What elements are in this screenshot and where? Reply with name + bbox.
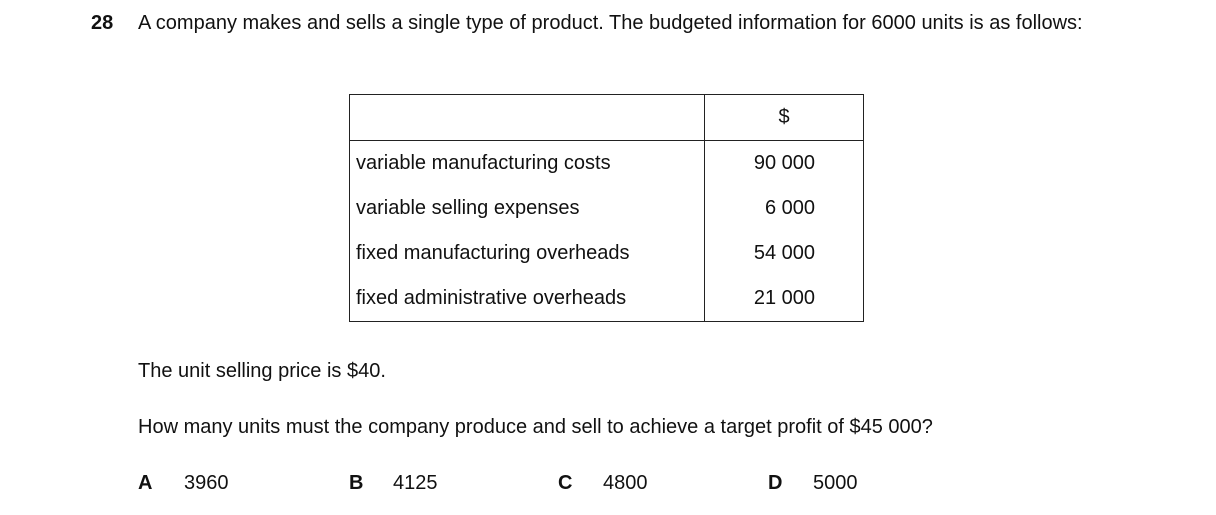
row-label: variable selling expenses (349, 186, 705, 231)
question-text: A company makes and sells a single type … (138, 12, 1083, 34)
row-value: 54 000 (704, 231, 864, 276)
prompt: How many units must the company produce … (138, 416, 933, 438)
header-cell: $ (704, 94, 864, 141)
statement: The unit selling price is $40. (138, 360, 386, 382)
question-number: 28 (91, 12, 114, 34)
header-cell (349, 94, 705, 141)
row-value: 90 000 (704, 140, 864, 186)
option-text: 5000 (813, 472, 858, 494)
table-row: fixed manufacturing overheads 54 000 (349, 231, 864, 276)
option-text: 4800 (603, 472, 648, 494)
option-letter: B (349, 472, 364, 494)
option-letter: C (558, 472, 573, 494)
row-value: 6 000 (704, 186, 864, 231)
row-value: 21 000 (704, 276, 864, 322)
table-row: variable selling expenses 6 000 (349, 186, 864, 231)
table-header: $ (349, 94, 864, 141)
row-label: fixed manufacturing overheads (349, 231, 705, 276)
option-letter: D (768, 472, 783, 494)
row-label: variable manufacturing costs (349, 140, 705, 186)
option-text: 3960 (184, 472, 229, 494)
option-text: 4125 (393, 472, 438, 494)
budget-table: $ variable manufacturing costs 90 000 va… (349, 94, 864, 322)
table-row: variable manufacturing costs 90 000 (349, 140, 864, 186)
option-letter: A (138, 472, 153, 494)
table-row: fixed administrative overheads 21 000 (349, 276, 864, 322)
row-label: fixed administrative overheads (349, 276, 705, 322)
